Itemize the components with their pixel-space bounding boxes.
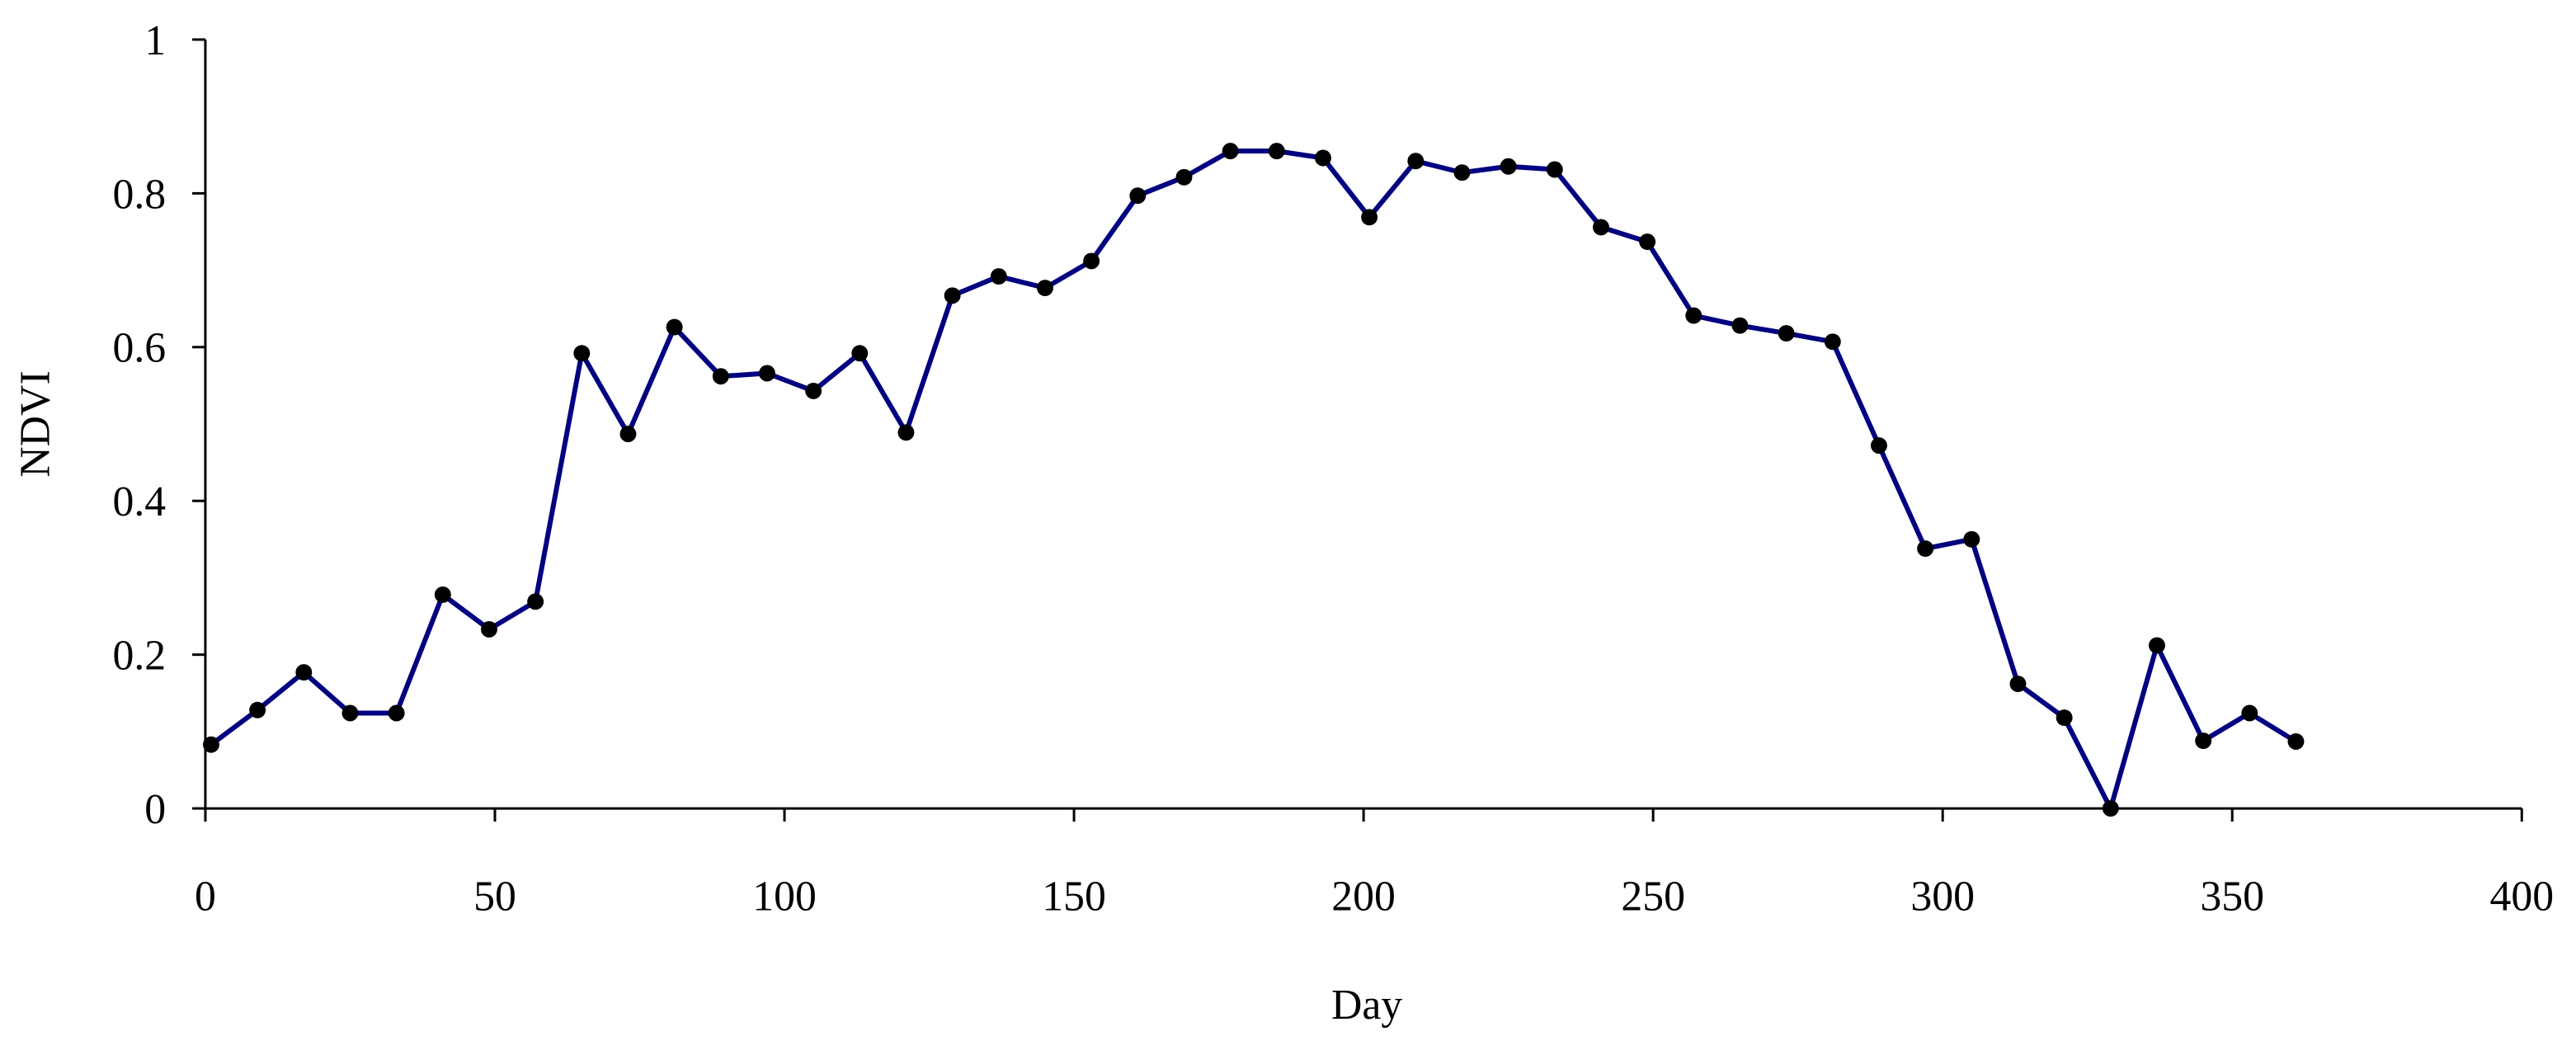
data-point	[1037, 280, 1053, 296]
data-point	[1731, 317, 1749, 334]
data-point	[1871, 437, 1887, 454]
data-point	[1453, 164, 1471, 181]
x-tick-label: 150	[1042, 874, 1106, 921]
data-point	[249, 701, 266, 718]
data-point	[712, 368, 729, 385]
x-tick-label: 300	[1910, 874, 1975, 921]
data-point	[1963, 530, 1980, 548]
x-tick-label: 200	[1331, 874, 1396, 921]
data-point	[990, 268, 1007, 285]
data-point	[527, 593, 544, 610]
data-point	[388, 704, 405, 722]
y-tick-label: 0.4	[112, 478, 166, 525]
x-tick-label: 250	[1621, 874, 1685, 921]
data-point	[759, 365, 775, 382]
data-point	[2241, 704, 2258, 722]
data-point	[1593, 219, 1609, 236]
x-tick-label: 350	[2200, 874, 2264, 921]
data-point	[1824, 333, 1841, 351]
x-tick-label: 50	[473, 874, 516, 921]
data-point	[1407, 153, 1425, 170]
x-tick-label: 0	[195, 874, 216, 921]
y-axis-label: NDVI	[12, 370, 59, 477]
data-line	[210, 148, 2298, 812]
y-tick-label: 0.8	[112, 171, 166, 218]
data-point	[897, 424, 915, 441]
data-point	[341, 704, 359, 722]
data-point	[1268, 143, 1285, 160]
data-point	[805, 382, 822, 399]
data-point	[1315, 149, 1331, 167]
data-point	[1546, 161, 1563, 178]
data-point	[1500, 158, 1517, 175]
data-point	[851, 345, 869, 362]
data-point	[1129, 187, 1147, 205]
data-point	[666, 318, 683, 336]
data-point	[1222, 143, 1239, 160]
x-tick-label: 100	[752, 874, 817, 921]
data-point	[1083, 252, 1100, 270]
data-point	[2195, 732, 2212, 750]
y-tick-label: 0.6	[112, 325, 166, 372]
x-axis-label: Day	[1331, 982, 1402, 1029]
data-point	[1175, 168, 1193, 186]
data-point	[434, 586, 451, 603]
data-point	[1917, 540, 1934, 557]
data-point	[1639, 233, 1656, 251]
y-tick-label: 1	[144, 17, 166, 64]
data-point	[481, 620, 497, 638]
data-point	[2056, 709, 2073, 727]
data-point	[1778, 325, 1795, 341]
data-point	[619, 426, 637, 443]
data-point	[2102, 800, 2119, 817]
data-point	[203, 736, 219, 753]
data-point	[2009, 676, 2027, 693]
y-tick-label: 0.2	[112, 633, 166, 680]
data-point	[1685, 307, 1702, 324]
data-point	[1361, 209, 1378, 226]
data-point	[2287, 733, 2305, 750]
data-point	[295, 664, 313, 681]
data-point	[573, 345, 591, 362]
y-tick-label: 0	[144, 786, 166, 833]
data-point	[944, 287, 961, 304]
data-point	[2149, 637, 2165, 654]
x-tick-label: 400	[2489, 874, 2554, 921]
